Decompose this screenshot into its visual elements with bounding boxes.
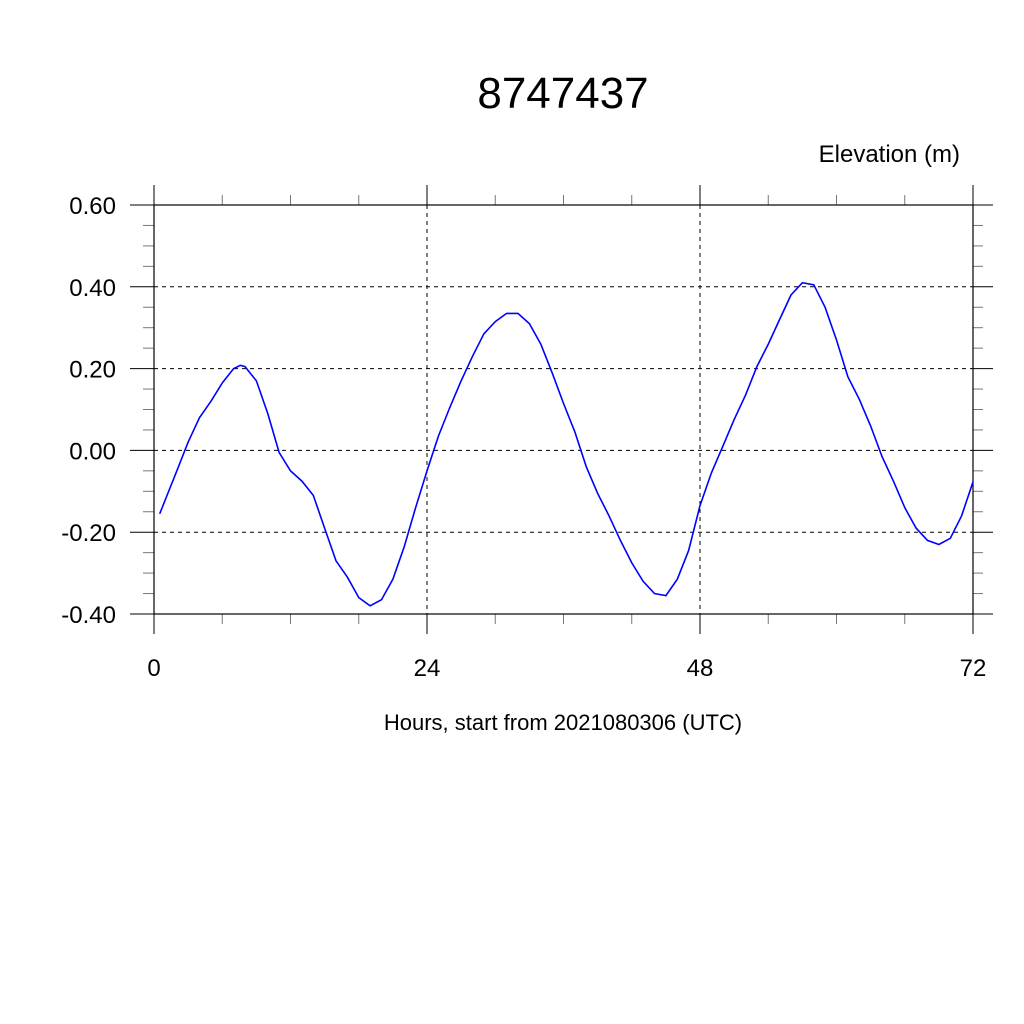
y-tick-label: 0.20 — [69, 357, 116, 384]
plot-frame — [153, 204, 974, 615]
x-tick-label: 0 — [147, 655, 160, 682]
y-tick-label: 0.60 — [69, 193, 116, 220]
y-axis-label: Elevation (m) — [819, 141, 960, 168]
ticks — [130, 185, 993, 634]
chart-title: 8747437 — [477, 69, 648, 118]
x-tick-label: 72 — [960, 655, 987, 682]
y-tick-label: -0.40 — [61, 602, 116, 629]
y-tick-label: 0.40 — [69, 275, 116, 302]
tick-labels: 0 24 48 72 0.60 0.40 0.20 0.00 -0.20 -0.40 — [61, 193, 986, 682]
x-tick-label: 48 — [687, 655, 714, 682]
grid — [154, 204, 973, 615]
y-tick-label: 0.00 — [69, 438, 116, 465]
y-tick-label: -0.20 — [61, 520, 116, 547]
x-axis-label: Hours, start from 2021080306 (UTC) — [384, 710, 742, 735]
series-line — [158, 281, 974, 607]
x-tick-label: 24 — [414, 655, 441, 682]
